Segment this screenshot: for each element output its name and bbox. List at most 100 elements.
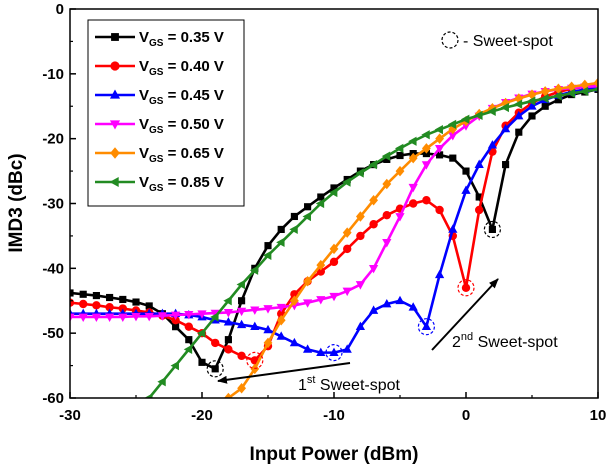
data-point xyxy=(316,259,326,271)
data-point xyxy=(105,303,114,312)
data-point xyxy=(223,309,234,318)
legend-label-prefix: V xyxy=(139,174,149,191)
data-point xyxy=(249,265,259,275)
data-point xyxy=(461,185,471,194)
data-point xyxy=(302,299,313,308)
data-point xyxy=(500,102,509,113)
data-point xyxy=(434,145,445,154)
data-point xyxy=(304,203,312,211)
data-point xyxy=(263,324,273,334)
legend-label-subscript: GS xyxy=(149,67,164,78)
y-tick-label: -30 xyxy=(42,196,64,213)
first-sweet-spot-arrow xyxy=(217,362,351,384)
sweet-spot-markers xyxy=(206,220,501,378)
data-point xyxy=(461,283,471,292)
data-point xyxy=(422,196,431,205)
sweet-spot-circle xyxy=(417,318,435,336)
data-point xyxy=(514,110,524,120)
data-point xyxy=(462,167,470,175)
legend-label-prefix: V xyxy=(139,116,149,133)
legend-label-subscript: GS xyxy=(149,183,164,194)
legend-label-prefix: V xyxy=(139,87,149,104)
data-point xyxy=(528,112,536,120)
data-point xyxy=(328,187,338,198)
legend-label: VGS = 0.35 V xyxy=(139,29,224,49)
first-sweet-spot-annotation: 1st Sweet-spot xyxy=(217,362,401,394)
second-sweet-spot-label: 2nd Sweet-spot xyxy=(452,331,558,351)
y-axis-ticks: 0 -10 -20 -30 -40 -50 -60 xyxy=(42,1,76,407)
data-point xyxy=(236,319,247,329)
data-point xyxy=(250,306,260,315)
data-point xyxy=(448,132,458,141)
data-point xyxy=(92,291,100,300)
data-point xyxy=(527,101,537,110)
data-point xyxy=(302,344,313,353)
data-point xyxy=(409,199,418,208)
data-point xyxy=(263,337,273,349)
data-point xyxy=(210,309,220,319)
data-point xyxy=(104,313,115,322)
second-sweet-spot-arrow xyxy=(431,278,499,351)
sweet-spot-circle xyxy=(457,279,475,297)
first-sweet-spot-text: Sweet-spot xyxy=(315,377,400,394)
data-point xyxy=(196,328,206,338)
legend-item: VGS = 0.65 V xyxy=(95,145,224,165)
data-point xyxy=(541,102,549,110)
data-point xyxy=(368,305,379,314)
legend-marker xyxy=(109,120,121,130)
data-point xyxy=(553,91,562,101)
first-sweet-spot-number: 1 xyxy=(298,377,307,394)
data-point xyxy=(487,106,496,117)
data-point xyxy=(317,193,325,201)
data-point xyxy=(382,239,392,248)
data-point xyxy=(119,295,127,304)
data-point xyxy=(579,86,589,96)
data-point xyxy=(184,322,193,331)
data-point xyxy=(593,77,598,89)
legend-marker xyxy=(110,147,120,159)
data-point xyxy=(342,227,352,238)
data-point xyxy=(131,312,141,322)
second-sweet-spot-superscript: nd xyxy=(461,331,473,343)
data-point xyxy=(264,242,272,250)
legend-label-subscript: GS xyxy=(149,125,164,136)
data-point xyxy=(198,358,206,366)
sweet-spot-legend-icon xyxy=(441,31,459,49)
data-point xyxy=(223,392,233,398)
data-point xyxy=(237,383,247,394)
data-point xyxy=(91,313,102,322)
series-layer xyxy=(70,77,598,398)
data-point xyxy=(408,152,418,164)
x-axis-title: Input Power (dBm) xyxy=(250,444,419,465)
legend-label-value: = 0.85 V xyxy=(163,174,223,191)
legend-label: VGS = 0.50 V xyxy=(139,116,224,136)
legend-label-subscript: GS xyxy=(149,154,164,165)
y-tick-label: -60 xyxy=(42,390,64,407)
data-point xyxy=(70,289,74,297)
legend-item: VGS = 0.85 V xyxy=(95,174,224,194)
legend-label: VGS = 0.85 V xyxy=(139,174,224,194)
data-point xyxy=(145,302,153,310)
legend-item: VGS = 0.40 V xyxy=(95,58,224,78)
data-point xyxy=(276,314,286,326)
data-point xyxy=(237,351,246,361)
legend-label-value: = 0.50 V xyxy=(163,116,223,133)
data-point xyxy=(302,211,311,222)
data-point xyxy=(342,344,352,353)
data-point xyxy=(289,224,298,235)
data-point xyxy=(224,336,232,344)
first-sweet-spot-superscript: st xyxy=(307,374,316,386)
data-point xyxy=(368,159,377,170)
data-point xyxy=(157,312,168,321)
sweet-spot-circle xyxy=(206,360,224,378)
legend-label: VGS = 0.45 V xyxy=(139,87,224,107)
second-sweet-spot-number: 2 xyxy=(452,334,461,351)
data-point xyxy=(289,295,299,306)
x-axis-ticks: -30 -20 -10 0 10 xyxy=(59,392,606,424)
data-point xyxy=(408,136,417,146)
data-point xyxy=(118,313,128,322)
data-point xyxy=(461,122,471,131)
legend-label-subscript: GS xyxy=(149,38,164,49)
data-point xyxy=(262,250,272,260)
